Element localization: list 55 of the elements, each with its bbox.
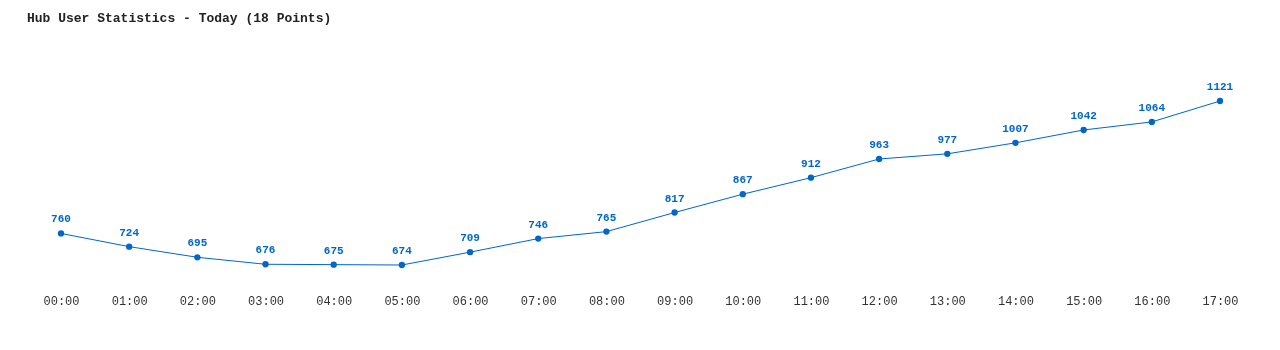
x-tick-label: 11:00 (793, 294, 830, 309)
data-label: 1042 (1070, 109, 1097, 122)
data-label: 674 (391, 245, 413, 257)
data-label: 963 (869, 138, 890, 151)
point (671, 209, 678, 216)
x-tick-label: 17:00 (1202, 294, 1239, 309)
point (535, 235, 542, 242)
point (1080, 126, 1087, 134)
data-label: 977 (937, 133, 958, 146)
x-tick-label: 16:00 (1134, 294, 1171, 309)
point (398, 261, 406, 269)
x-tick-label: 10:00 (725, 294, 762, 309)
x-tick-label: 01:00 (111, 294, 148, 309)
x-tick-label: 04:00 (316, 294, 353, 309)
data-label: 695 (187, 237, 208, 250)
data-label: 760 (51, 213, 71, 226)
data-label: 709 (460, 232, 480, 245)
data-label: 912 (801, 157, 821, 170)
data-label: 724 (119, 226, 140, 239)
point (1216, 97, 1224, 105)
point (57, 230, 65, 237)
point (1012, 139, 1019, 146)
point (875, 155, 883, 163)
x-tick-label: 03:00 (248, 294, 285, 309)
data-label: 765 (596, 211, 617, 224)
x-tick-label: 14:00 (997, 294, 1034, 309)
chart-title: Hub User Statistics - Today (18 Points) (27, 11, 332, 26)
point (466, 249, 474, 256)
x-tick-label: 00:00 (43, 294, 80, 309)
point (944, 150, 951, 157)
x-tick-label: 05:00 (384, 294, 421, 309)
point (330, 261, 337, 268)
x-tick-label: 07:00 (520, 294, 557, 309)
data-label: 1007 (1002, 122, 1029, 135)
x-tick-label: 06:00 (452, 294, 489, 309)
point (603, 228, 610, 235)
data-label: 1064 (1138, 101, 1166, 114)
x-tick-label: 08:00 (588, 294, 625, 309)
point (126, 243, 133, 250)
data-label: 675 (323, 244, 344, 257)
x-tick-label: 12:00 (861, 294, 898, 309)
x-tick-label: 13:00 (929, 294, 966, 309)
x-tick-label: 02:00 (179, 294, 216, 309)
data-label: 817 (664, 192, 685, 205)
point (739, 191, 746, 198)
point (807, 174, 815, 181)
data-label: 746 (528, 218, 549, 231)
x-tick-label: 09:00 (657, 294, 694, 309)
point (194, 254, 201, 261)
data-label: 1121 (1206, 81, 1234, 93)
x-tick-label: 15:00 (1066, 294, 1103, 309)
data-label: 676 (255, 244, 276, 257)
data-label: 867 (732, 174, 753, 187)
point (1148, 118, 1155, 126)
point (262, 261, 269, 268)
